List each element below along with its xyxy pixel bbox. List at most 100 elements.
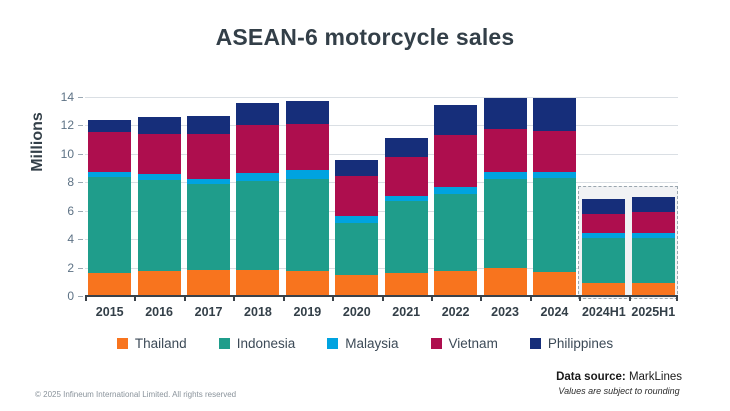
gridline-y2 bbox=[85, 267, 678, 269]
bar-segment-2018-malaysia bbox=[236, 173, 280, 181]
bar-segment-2024H1-philippines bbox=[582, 199, 626, 215]
x-tick-mark-8 bbox=[480, 296, 483, 301]
legend-item-vietnam: Vietnam bbox=[430, 336, 498, 351]
bar-segment-2025H1-indonesia bbox=[631, 238, 675, 283]
gridline-y4 bbox=[85, 239, 678, 241]
bar-segment-2021-thailand bbox=[384, 273, 428, 296]
bar-segment-2025H1-philippines bbox=[631, 196, 675, 213]
bar-segment-2018-philippines bbox=[236, 103, 280, 126]
gridline-y12 bbox=[85, 125, 678, 127]
y-tick-mark-12 bbox=[78, 125, 83, 127]
x-tick-mark-3 bbox=[233, 296, 236, 301]
legend-item-philippines: Philippines bbox=[529, 336, 613, 351]
bar-segment-2015-philippines bbox=[88, 119, 132, 132]
x-tick-mark-4 bbox=[282, 296, 285, 301]
bar-segment-2018-vietnam bbox=[236, 125, 280, 174]
x-axis-label-2018: 2018 bbox=[244, 305, 272, 319]
y-tick-mark-6 bbox=[78, 210, 83, 212]
bar-segment-2020-malaysia bbox=[335, 216, 379, 223]
y-tick-label-12: 12 bbox=[60, 118, 74, 133]
bar-segment-2015-thailand bbox=[88, 272, 132, 296]
bar-segment-2017-vietnam bbox=[187, 134, 231, 180]
chart-title: ASEAN-6 motorcycle sales bbox=[215, 24, 515, 50]
legend-label: Malaysia bbox=[345, 336, 399, 351]
bar-segment-2020-thailand bbox=[335, 274, 379, 296]
legend-swatch-icon bbox=[116, 338, 128, 349]
x-tick-mark-0 bbox=[85, 296, 87, 301]
y-tick-mark-10 bbox=[78, 153, 83, 155]
x-axis-label-2017: 2017 bbox=[194, 305, 223, 319]
bar-segment-2016-vietnam bbox=[137, 133, 181, 175]
x-axis-label-2025H1: 2025H1 bbox=[631, 305, 676, 319]
bar-2025H1 bbox=[631, 196, 675, 296]
bar-2022 bbox=[434, 104, 478, 296]
y-tick-label-14: 14 bbox=[60, 90, 74, 104]
bar-segment-2025H1-thailand bbox=[631, 282, 675, 296]
bar-2021 bbox=[384, 138, 428, 296]
x-axis-label-2024: 2024 bbox=[540, 305, 569, 319]
bar-segment-2019-vietnam bbox=[285, 124, 329, 171]
bar-segment-2021-philippines bbox=[384, 138, 428, 158]
x-tick-mark-6 bbox=[381, 296, 384, 301]
x-axis-label-2023: 2023 bbox=[491, 305, 519, 319]
bar-segment-2019-indonesia bbox=[285, 178, 329, 272]
bar-2020 bbox=[335, 160, 379, 296]
bar-segment-2016-indonesia bbox=[137, 180, 181, 272]
y-tick-mark-8 bbox=[78, 182, 83, 184]
legend: Thailand Indonesia Malaysia Vietnam Philippi… bbox=[0, 336, 730, 351]
gridline-y10 bbox=[85, 153, 678, 155]
y-tick-label-10: 10 bbox=[60, 146, 74, 161]
copyright-text: © 2025 Infineum International Limited. A… bbox=[35, 390, 237, 399]
bar-segment-2023-thailand bbox=[483, 268, 527, 296]
legend-label: Vietnam bbox=[448, 336, 498, 351]
bar-segment-2024-vietnam bbox=[532, 131, 576, 173]
x-tick-mark-5 bbox=[332, 296, 335, 301]
bar-segment-2022-philippines bbox=[434, 104, 478, 136]
x-tick-mark-7 bbox=[430, 296, 433, 301]
bar-2016 bbox=[137, 116, 181, 296]
x-axis-label-2020: 2020 bbox=[342, 305, 371, 319]
bar-segment-2024-malaysia bbox=[532, 172, 576, 179]
bar-segment-2016-philippines bbox=[137, 116, 181, 134]
bar-segment-2021-malaysia bbox=[384, 195, 428, 202]
x-axis-label-2024H1: 2024H1 bbox=[581, 305, 626, 319]
bar-segment-2019-philippines bbox=[285, 101, 329, 125]
y-tick-mark-0 bbox=[78, 296, 83, 297]
x-axis-label-2019: 2019 bbox=[293, 305, 322, 319]
bar-segment-2022-thailand bbox=[434, 271, 478, 296]
bar-segment-2025H1-vietnam bbox=[631, 212, 675, 234]
bar-segment-2017-philippines bbox=[187, 115, 231, 134]
y-tick-label-4: 4 bbox=[67, 232, 74, 247]
bar-2024 bbox=[532, 97, 576, 296]
bar-segment-2022-indonesia bbox=[434, 193, 478, 272]
bar-segment-2023-indonesia bbox=[483, 179, 527, 269]
legend-item-indonesia: Indonesia bbox=[218, 336, 295, 351]
x-axis-label-2022: 2022 bbox=[441, 305, 470, 319]
bar-segment-2016-malaysia bbox=[137, 174, 181, 181]
bar-segment-2015-vietnam bbox=[88, 131, 132, 172]
bar-2023 bbox=[483, 97, 527, 296]
bar-segment-2024-indonesia bbox=[532, 178, 576, 272]
y-tick-label-8: 8 bbox=[67, 175, 74, 190]
bar-segment-2024H1-malaysia bbox=[582, 233, 626, 238]
bar-segment-2018-thailand bbox=[236, 270, 280, 296]
legend-item-thailand: Thailand bbox=[116, 336, 187, 351]
bar-segment-2016-thailand bbox=[137, 271, 181, 296]
plot-area bbox=[85, 97, 678, 301]
x-tick-mark-12 bbox=[676, 296, 678, 301]
bar-segment-2020-indonesia bbox=[335, 222, 379, 275]
bar-segment-2023-philippines bbox=[483, 97, 527, 130]
y-tick-label-2: 2 bbox=[67, 260, 74, 275]
bar-segment-2024H1-vietnam bbox=[582, 214, 626, 234]
bar-segment-2019-malaysia bbox=[285, 170, 329, 179]
bar-segment-2015-indonesia bbox=[88, 176, 132, 273]
data-source-value: MarkLines bbox=[628, 371, 682, 383]
x-tick-mark-1 bbox=[134, 296, 137, 301]
gridline-y6 bbox=[85, 210, 678, 212]
data-source-label: Data source: bbox=[556, 371, 626, 383]
bar-segment-2022-vietnam bbox=[434, 135, 478, 187]
bar-segment-2023-vietnam bbox=[483, 129, 527, 172]
bar-segment-2019-thailand bbox=[285, 271, 329, 296]
bar-segment-2021-vietnam bbox=[384, 157, 428, 196]
bar-2018 bbox=[236, 103, 280, 296]
